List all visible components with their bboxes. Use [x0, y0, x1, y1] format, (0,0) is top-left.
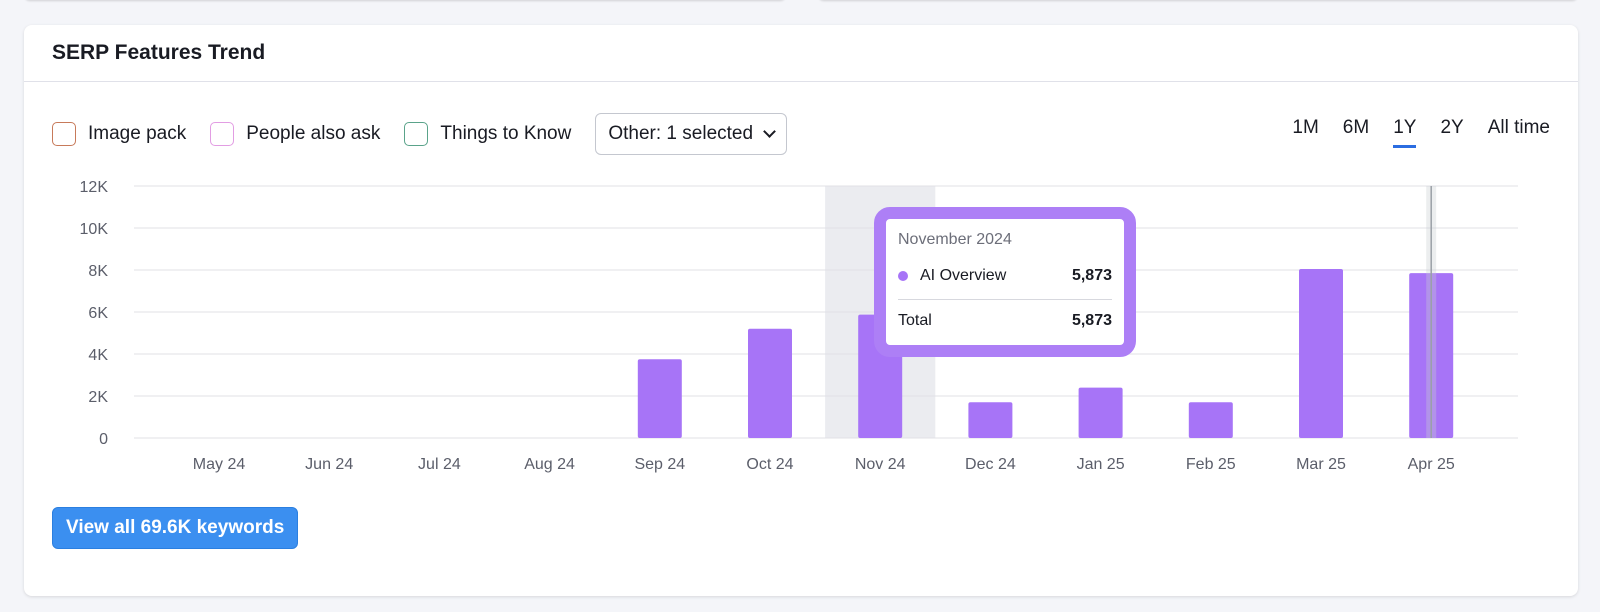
- tooltip-total-row: Total 5,873: [898, 312, 1112, 330]
- card-header: SERP Features Trend: [24, 25, 1578, 82]
- chart-tooltip: November 2024 AI Overview 5,873 Total 5,…: [874, 207, 1136, 357]
- legend-item-image-pack[interactable]: Image pack: [52, 122, 186, 146]
- other-features-dropdown[interactable]: Other: 1 selected: [595, 113, 788, 155]
- period-6m[interactable]: 6M: [1342, 117, 1370, 138]
- x-tick-label: Jun 24: [305, 456, 353, 473]
- legend-label: Image pack: [88, 123, 187, 144]
- x-tick-label: Aug 24: [524, 456, 575, 473]
- tooltip-date: November 2024: [898, 231, 1012, 248]
- y-tick-label: 12K: [80, 179, 109, 196]
- tooltip-series-row: AI Overview 5,873: [898, 267, 1112, 285]
- tooltip-divider: [898, 299, 1112, 300]
- dropdown-label: Other: 1 selected: [608, 123, 754, 144]
- bar-jan-25: [1078, 387, 1123, 438]
- series-dot-icon: [898, 271, 908, 281]
- period-all-time[interactable]: All time: [1487, 117, 1550, 138]
- bar-feb-25: [1188, 402, 1233, 438]
- period-selector: 1M 6M 1Y 2Y All time: [1268, 117, 1550, 148]
- legend-label: People also ask: [246, 123, 381, 144]
- x-tick-label: May 24: [193, 456, 246, 473]
- serp-trend-chart: 0 2K 4K 6K 8K 10K 12K May 24 Jun 24 Jul 24 Aug 24 S…: [80, 179, 1518, 473]
- x-tick-label: Jan 25: [1077, 456, 1125, 473]
- bar-oct-24: [748, 328, 792, 438]
- x-tick-label: Apr 25: [1408, 456, 1455, 473]
- bar-dec-24: [968, 402, 1013, 438]
- y-tick-label: 6K: [88, 305, 108, 322]
- y-tick-label: 0: [99, 431, 108, 448]
- period-1y[interactable]: 1Y: [1393, 117, 1417, 148]
- y-tick-label: 4K: [88, 347, 108, 364]
- y-tick-label: 10K: [80, 221, 109, 238]
- tooltip-series-name: AI Overview: [920, 267, 1007, 284]
- x-tick-label: Feb 25: [1186, 456, 1236, 473]
- things-to-know-checkbox[interactable]: [404, 122, 429, 146]
- tooltip-series-value: 5,873: [1071, 267, 1112, 284]
- legend-label: Things to Know: [440, 123, 572, 144]
- y-tick-label: 8K: [88, 263, 108, 280]
- bar-sep-24: [637, 359, 682, 438]
- bar-mar-25: [1299, 268, 1343, 438]
- x-tick-label: Sep 24: [634, 456, 685, 473]
- x-tick-label: Jul 24: [418, 456, 461, 473]
- image-pack-checkbox[interactable]: [52, 122, 76, 146]
- series-filters: Image pack People also ask Things to Kno…: [52, 113, 788, 155]
- period-2y[interactable]: 2Y: [1440, 117, 1464, 138]
- x-tick-label: Mar 25: [1296, 456, 1346, 473]
- y-tick-label: 2K: [88, 389, 108, 406]
- view-all-keywords-button[interactable]: View all 69.6K keywords: [52, 507, 299, 549]
- legend-item-things-to-know[interactable]: Things to Know: [404, 122, 571, 146]
- tooltip-total-label: Total: [898, 312, 932, 329]
- x-tick-label: Dec 24: [965, 456, 1016, 473]
- legend-item-people-also-ask[interactable]: People also ask: [210, 122, 380, 146]
- x-tick-label: Nov 24: [855, 456, 906, 473]
- tooltip-total-value: 5,873: [1071, 312, 1112, 329]
- serp-features-card: SERP Features Trend Image pack People al…: [24, 25, 1578, 596]
- card-title: SERP Features Trend: [52, 41, 266, 64]
- x-tick-label: Oct 24: [746, 456, 793, 473]
- period-1m[interactable]: 1M: [1292, 117, 1319, 138]
- people-also-ask-checkbox[interactable]: [210, 122, 235, 146]
